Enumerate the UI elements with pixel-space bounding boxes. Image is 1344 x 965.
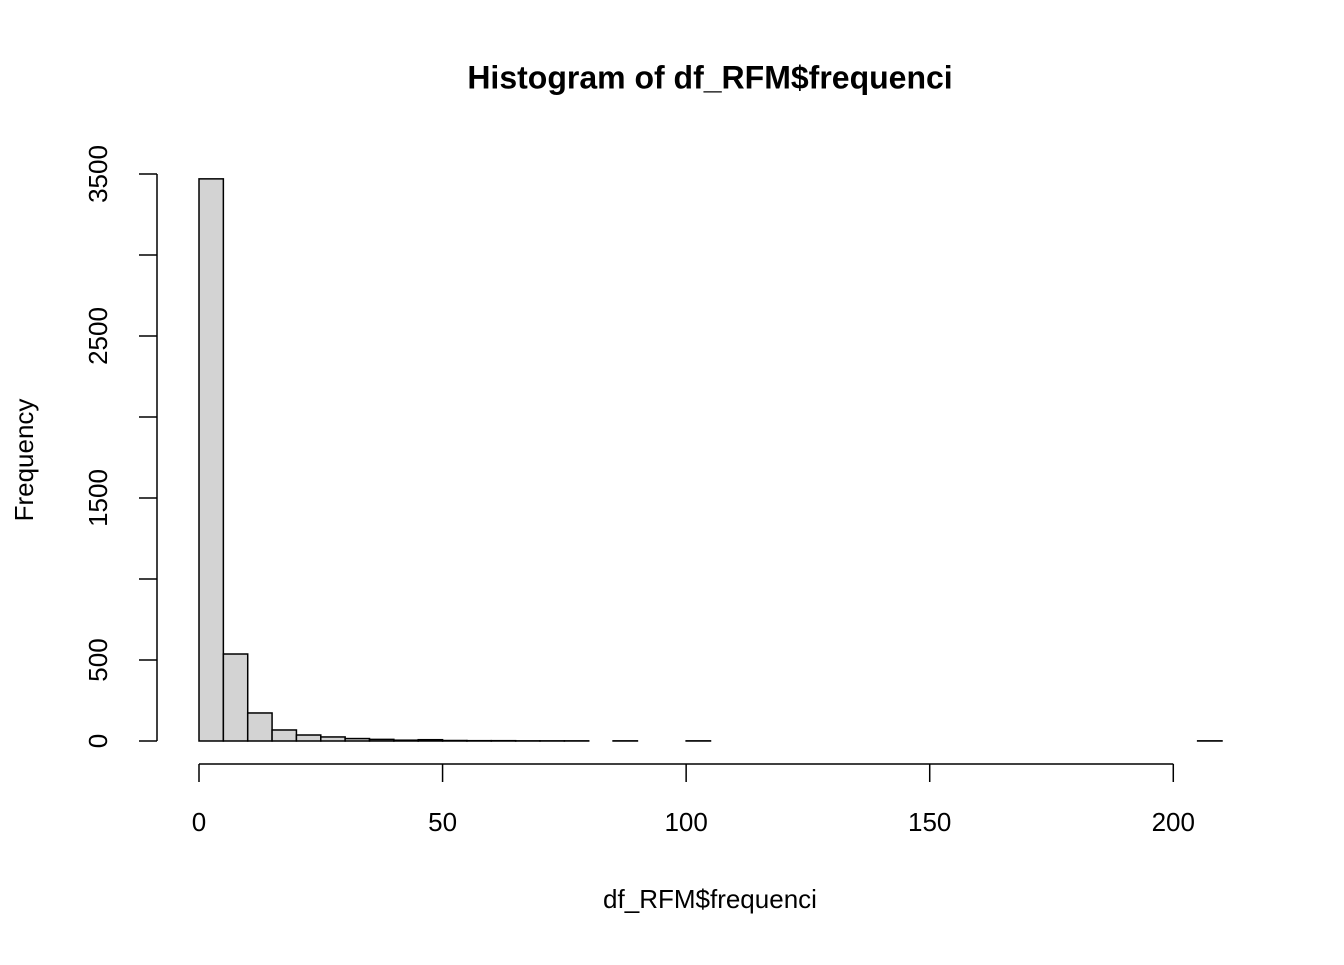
- chart-title: Histogram of df_RFM$frequenci: [467, 59, 952, 95]
- bar: [345, 739, 369, 741]
- x-axis-label: df_RFM$frequenci: [603, 884, 817, 914]
- bar: [248, 713, 272, 741]
- bar: [272, 730, 296, 741]
- y-tick-label: 500: [83, 638, 113, 681]
- x-tick-label: 200: [1152, 807, 1195, 837]
- x-tick-label: 150: [908, 807, 951, 837]
- bar: [321, 737, 345, 741]
- y-tick-label: 0: [83, 734, 113, 748]
- y-tick-label: 1500: [83, 469, 113, 527]
- x-tick-label: 0: [192, 807, 206, 837]
- x-tick-label: 50: [428, 807, 457, 837]
- x-tick-label: 100: [664, 807, 707, 837]
- y-tick-label: 3500: [83, 145, 113, 203]
- bar: [199, 179, 223, 741]
- bar: [223, 654, 247, 741]
- bar: [394, 740, 418, 741]
- bar: [370, 739, 394, 741]
- bar: [418, 740, 442, 741]
- y-axis-label: Frequency: [9, 399, 39, 522]
- bar: [296, 735, 320, 741]
- y-tick-label: 2500: [83, 307, 113, 365]
